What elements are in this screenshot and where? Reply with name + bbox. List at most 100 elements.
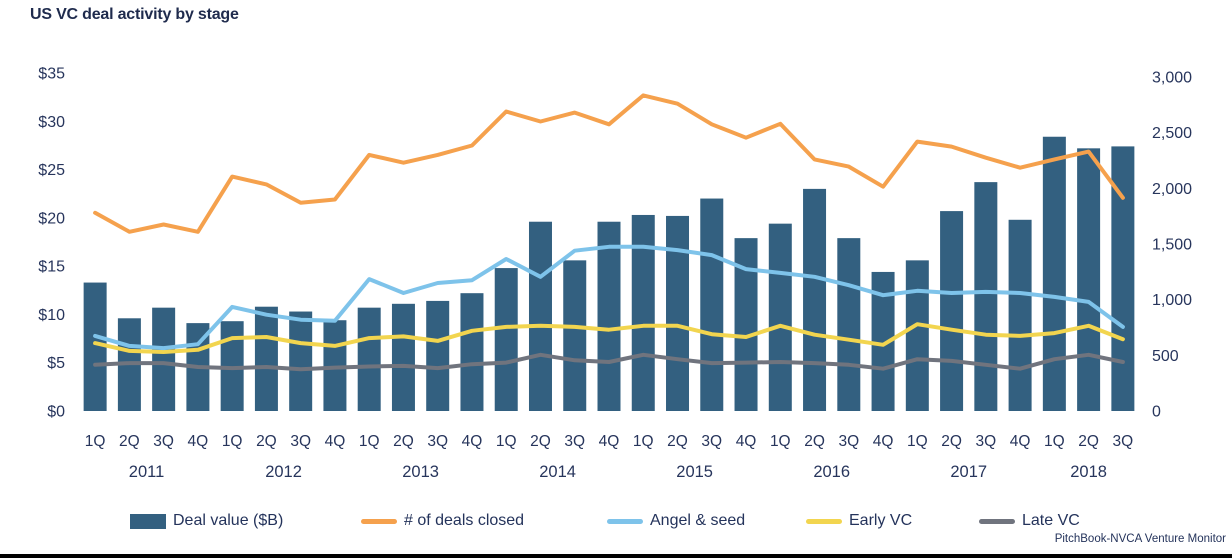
bar-4Q-23 <box>871 271 895 411</box>
bar-2Q-21 <box>803 188 827 411</box>
x-tick-year-2011: 2011 <box>129 463 164 481</box>
bar-3Q-26 <box>974 182 998 411</box>
x-tick-year-2012: 2012 <box>265 463 302 481</box>
legend-item-2: Angel & seed <box>607 512 745 530</box>
x-tick-year-2018: 2018 <box>1070 463 1107 481</box>
x-tick-quarter: 1Q <box>633 433 654 450</box>
left-axis-tick: $10 <box>38 307 65 324</box>
page-title: US VC deal activity by stage <box>30 6 239 23</box>
bar-3Q-6 <box>289 311 313 411</box>
bar-4Q-11 <box>460 293 484 411</box>
x-tick-quarter: 3Q <box>290 433 311 450</box>
bar-2Q-29 <box>1077 148 1101 411</box>
x-tick-year-2016: 2016 <box>813 463 850 481</box>
bottom-border <box>0 554 1232 558</box>
x-tick-quarter: 3Q <box>1113 433 1134 450</box>
right-axis-tick: 2,000 <box>1152 181 1192 198</box>
right-axis-tick: 2,500 <box>1152 125 1192 142</box>
x-tick-quarter: 2Q <box>1078 433 1099 450</box>
bar-3Q-18 <box>700 198 724 411</box>
x-tick-quarter: 2Q <box>667 433 688 450</box>
x-tick-quarter: 3Q <box>564 433 585 450</box>
attribution-text: PitchBook-NVCA Venture Monitor <box>1054 533 1226 545</box>
bar-4Q-27 <box>1008 219 1032 411</box>
x-tick-quarter: 3Q <box>975 433 996 450</box>
x-tick-quarter: 1Q <box>85 433 106 450</box>
x-tick-quarter: 4Q <box>325 433 346 450</box>
line-series <box>93 322 1125 354</box>
legend-label: # of deals closed <box>404 512 525 529</box>
x-tick-year-2014: 2014 <box>539 463 576 481</box>
bar-2Q-5 <box>254 306 278 411</box>
left-axis-tick: $5 <box>47 355 65 372</box>
right-axis-tick: 0 <box>1152 404 1161 421</box>
x-tick-quarter: 1Q <box>1044 433 1065 450</box>
right-axis-tick: 500 <box>1152 348 1179 365</box>
x-tick-quarter: 3Q <box>838 433 859 450</box>
line-series <box>93 93 1125 234</box>
deal_value-swatch-icon <box>130 513 166 529</box>
bar-2Q-13 <box>528 221 552 411</box>
bar-1Q-0 <box>83 282 107 411</box>
early_vc-swatch-icon <box>806 518 842 524</box>
bar-1Q-24 <box>905 260 929 411</box>
legend-label: Late VC <box>1022 512 1080 529</box>
x-tick-quarter: 3Q <box>701 433 722 450</box>
legend-item-1: # of deals closed <box>361 512 524 530</box>
x-tick-quarter: 1Q <box>496 433 517 450</box>
x-tick-quarter: 2Q <box>256 433 277 450</box>
chart-legend: Deal value ($B) # of deals closed Angel & … <box>0 512 1232 536</box>
x-tick-quarter: 2Q <box>393 433 414 450</box>
x-tick-quarter: 1Q <box>359 433 380 450</box>
legend-item-3: Early VC <box>806 512 912 530</box>
x-tick-quarter: 2Q <box>804 433 825 450</box>
bar-3Q-22 <box>837 238 861 411</box>
legend-label: Early VC <box>849 512 913 529</box>
legend-item-0: Deal value ($B) <box>130 512 283 530</box>
legend-item-4: Late VC <box>979 512 1080 530</box>
bar-3Q-14 <box>563 260 587 411</box>
x-tick-quarter: 1Q <box>770 433 791 450</box>
bar-1Q-8 <box>357 307 381 411</box>
bar-3Q-10 <box>426 300 450 411</box>
bar-1Q-12 <box>494 268 518 411</box>
line-series <box>93 244 1125 351</box>
left-axis-tick: $0 <box>47 404 65 421</box>
bar-1Q-16 <box>631 214 655 411</box>
x-tick-quarter: 4Q <box>462 433 483 450</box>
x-tick-quarter: 4Q <box>188 433 209 450</box>
legend-label: Angel & seed <box>650 512 746 529</box>
left-axis-tick: $20 <box>38 210 65 227</box>
right-axis-tick: 3,000 <box>1152 70 1192 87</box>
bar-4Q-19 <box>734 238 758 411</box>
left-axis-tick: $30 <box>38 114 65 131</box>
bar-2Q-17 <box>666 215 690 411</box>
bar-2Q-9 <box>391 303 415 411</box>
x-tick-year-2015: 2015 <box>676 463 713 481</box>
left-axis-tick: $25 <box>38 162 65 179</box>
x-tick-quarter: 3Q <box>427 433 448 450</box>
x-tick-quarter: 4Q <box>599 433 620 450</box>
x-tick-quarter: 2Q <box>941 433 962 450</box>
deals_closed-swatch-icon <box>361 518 397 524</box>
bar-3Q-2 <box>152 307 176 411</box>
right-axis-tick: 1,500 <box>1152 237 1192 254</box>
x-tick-quarter: 2Q <box>530 433 551 450</box>
x-tick-quarter: 4Q <box>736 433 757 450</box>
left-axis-tick: $35 <box>38 66 65 83</box>
line-series <box>93 352 1125 372</box>
x-tick-year-2017: 2017 <box>950 463 987 481</box>
bar-4Q-15 <box>597 221 621 411</box>
x-tick-quarter: 4Q <box>1010 433 1031 450</box>
bar-1Q-20 <box>768 223 792 411</box>
bar-3Q-30 <box>1111 146 1135 411</box>
x-tick-quarter: 2Q <box>119 433 140 450</box>
x-tick-year-2013: 2013 <box>402 463 439 481</box>
angel_seed-swatch-icon <box>607 518 643 524</box>
bar-2Q-25 <box>940 211 964 411</box>
legend-label: Deal value ($B) <box>173 512 284 529</box>
late_vc-swatch-icon <box>979 518 1015 524</box>
chart-svg: $0 $5 $10 $15 $20 $25 $30 $35 0 500 1,000 1,500 2,00… <box>38 66 1192 482</box>
bar-1Q-28 <box>1042 136 1066 412</box>
